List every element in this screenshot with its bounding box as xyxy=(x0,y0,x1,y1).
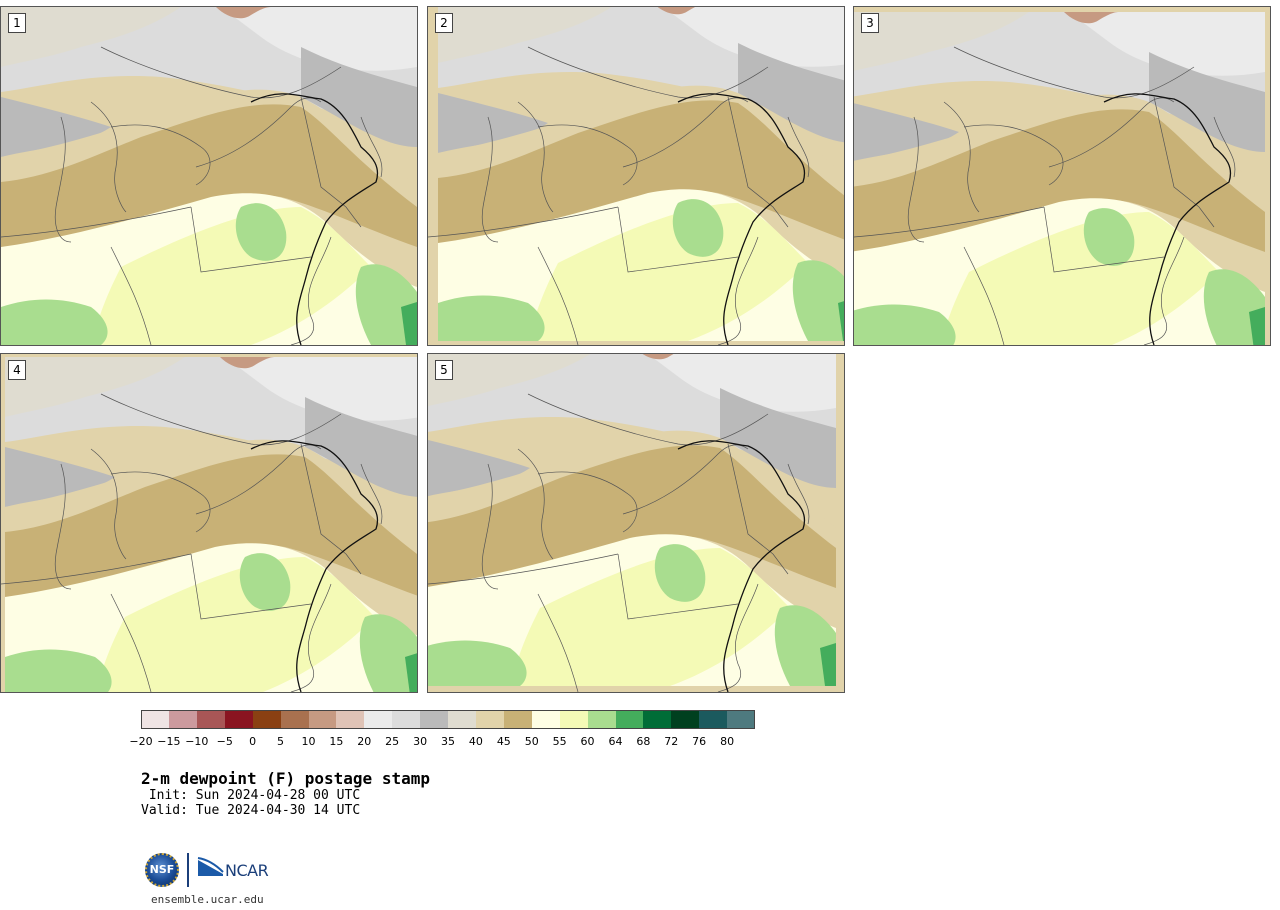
colorbar-tick-label: 35 xyxy=(441,735,455,748)
colorbar-tick-label: −15 xyxy=(157,735,181,748)
colorbar-swatch xyxy=(141,710,169,729)
dewpoint-map xyxy=(428,354,844,692)
panel-number: 4 xyxy=(8,360,26,380)
colorbar-swatch xyxy=(503,710,532,729)
colorbar-swatch xyxy=(336,710,365,729)
website-text: ensemble.ucar.edu xyxy=(151,893,264,906)
colorbar-tick-label: 0 xyxy=(249,735,257,748)
map-panel-2: 2 xyxy=(427,6,845,346)
colorbar-tick-label: 15 xyxy=(329,735,344,748)
map-panel-5: 5 xyxy=(427,353,845,693)
colorbar-tick-label: −5 xyxy=(216,735,233,748)
colorbar-swatch xyxy=(280,710,309,729)
colorbar-swatch xyxy=(196,710,225,729)
dewpoint-map xyxy=(854,7,1270,345)
colorbar-tick-label: 30 xyxy=(413,735,428,748)
ncar-logo-icon xyxy=(197,857,224,876)
plot-title: 2-m dewpoint (F) postage stamp xyxy=(141,769,430,788)
colorbar-swatch xyxy=(392,710,421,729)
colorbar-swatch xyxy=(252,710,281,729)
colorbar-tick-label: 50 xyxy=(524,735,539,748)
nsf-logo: NSF xyxy=(145,853,179,887)
colorbar-swatch xyxy=(224,710,253,729)
colorbar-tick-label: 55 xyxy=(552,735,567,748)
dewpoint-map xyxy=(1,354,417,692)
colorbar-tick-label: −10 xyxy=(185,735,209,748)
panel-number: 2 xyxy=(435,13,453,33)
colorbar-swatch xyxy=(308,710,337,729)
colorbar-swatch xyxy=(168,710,197,729)
colorbar-swatch xyxy=(364,710,393,729)
colorbar-swatch xyxy=(671,710,700,729)
init-time: Init: Sun 2024-04-28 00 UTC xyxy=(141,788,361,803)
colorbar-tick-label: 10 xyxy=(301,735,316,748)
colorbar xyxy=(141,710,756,730)
colorbar-tick-label: 5 xyxy=(277,735,285,748)
colorbar-swatch xyxy=(559,710,588,729)
colorbar-swatch xyxy=(448,710,476,729)
dewpoint-map xyxy=(428,7,844,345)
map-panel-1: 1 xyxy=(0,6,418,346)
logo-divider xyxy=(187,853,189,887)
colorbar-swatch xyxy=(475,710,504,729)
colorbar-swatch xyxy=(587,710,616,729)
colorbar-tick-label: 80 xyxy=(720,735,735,748)
panel-number: 5 xyxy=(435,360,453,380)
dewpoint-map xyxy=(1,7,417,345)
colorbar-tick-label: 40 xyxy=(468,735,483,748)
map-panel-3: 3 xyxy=(853,6,1271,346)
colorbar-swatch xyxy=(615,710,644,729)
colorbar-tick-label: 68 xyxy=(636,735,651,748)
panel-number: 1 xyxy=(8,13,26,33)
panel-number: 3 xyxy=(861,13,879,33)
colorbar-swatch xyxy=(727,710,756,729)
colorbar-swatch xyxy=(531,710,560,729)
colorbar-tick-label: 25 xyxy=(385,735,400,748)
colorbar-tick-label: 60 xyxy=(580,735,595,748)
colorbar-tick-label: 45 xyxy=(496,735,511,748)
colorbar-tick-label: 64 xyxy=(608,735,623,748)
colorbar-swatch xyxy=(420,710,449,729)
valid-time: Valid: Tue 2024-04-30 14 UTC xyxy=(141,803,361,818)
colorbar-tick-label: 72 xyxy=(664,735,679,748)
colorbar-swatch xyxy=(699,710,728,729)
ncar-logo: NCAR xyxy=(225,861,269,880)
map-panel-4: 4 xyxy=(0,353,418,693)
colorbar-tick-label: 76 xyxy=(692,735,707,748)
colorbar-tick-label: −20 xyxy=(129,735,153,748)
colorbar-tick-label: 20 xyxy=(357,735,372,748)
colorbar-swatch xyxy=(643,710,672,729)
